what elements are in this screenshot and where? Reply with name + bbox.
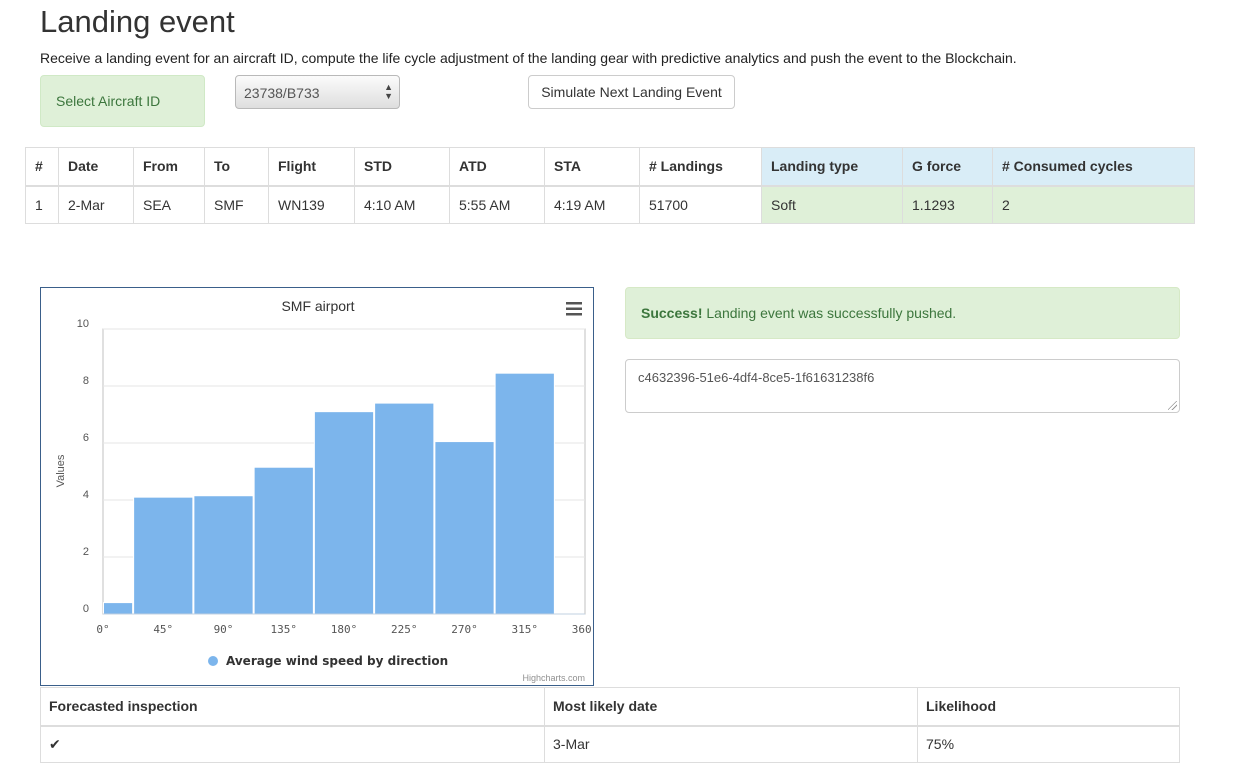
select-arrows-icon: ▲ ▼ <box>384 82 393 101</box>
y-tick-label: 0 <box>83 603 89 615</box>
histogram-bar <box>253 466 314 615</box>
col-header-from: From <box>133 147 205 187</box>
chart-title: SMF airport <box>281 298 354 314</box>
cell-atd: 5:55 AM <box>449 185 545 224</box>
histogram-bar <box>313 411 375 615</box>
chart-credits[interactable]: Highcharts.com <box>522 673 585 683</box>
histogram-bar <box>374 402 435 615</box>
page-description: Receive a landing event for an aircraft … <box>40 50 1017 66</box>
histogram-bar <box>103 602 134 615</box>
histogram-bar <box>434 441 495 615</box>
table-row: ✔ 3-Mar 75% <box>40 725 1180 763</box>
x-tick-label: 45° <box>153 623 173 636</box>
hamburger-icon <box>566 302 582 316</box>
success-alert-strong: Success! <box>641 305 703 321</box>
cell-from: SEA <box>133 185 205 224</box>
histogram-bar <box>494 372 555 615</box>
y-tick-label: 10 <box>77 318 89 330</box>
y-axis-label: Values <box>55 454 67 487</box>
cell-consumed-cycles: 2 <box>992 185 1195 224</box>
cell-inspection-check: ✔ <box>40 725 545 763</box>
cell-to: SMF <box>204 185 269 224</box>
aircraft-id-select[interactable]: 23738/B733 ▲ ▼ <box>235 75 400 109</box>
x-tick-label: 0° <box>96 623 109 636</box>
x-tick-label: 270° <box>451 623 478 636</box>
success-alert-message: Landing event was successfully pushed. <box>702 305 957 321</box>
col-header-most-likely-date: Most likely date <box>544 687 918 727</box>
simulate-next-landing-button[interactable]: Simulate Next Landing Event <box>528 75 735 109</box>
col-header-date: Date <box>58 147 134 187</box>
y-tick-label: 8 <box>83 375 89 387</box>
legend-marker <box>208 656 218 666</box>
col-header-likelihood: Likelihood <box>917 687 1180 727</box>
y-tick-label: 2 <box>83 546 89 558</box>
inspection-forecast-table: Forecasted inspection Most likely date L… <box>40 687 1180 763</box>
chart-menu-button[interactable] <box>561 298 585 320</box>
landing-table-header-row: # Date From To Flight STD ATD STA # Land… <box>25 147 1195 187</box>
select-aircraft-label: Select Aircraft ID <box>40 75 205 127</box>
wind-chart-svg: SMF airport Values 0 2 4 6 8 10 0° 45° 90° 135° 18… <box>55 298 593 683</box>
success-alert: Success! Landing event was successfully … <box>625 287 1180 339</box>
x-tick-label: 180° <box>331 623 358 636</box>
x-tick-label: 225° <box>391 623 418 636</box>
x-tick-label: 360° <box>572 623 593 636</box>
col-header-std: STD <box>354 147 450 187</box>
col-header-to: To <box>204 147 269 187</box>
col-header-forecasted-inspection: Forecasted inspection <box>40 687 545 727</box>
x-tick-label: 135° <box>271 623 298 636</box>
col-header-flight: Flight <box>268 147 355 187</box>
cell-g-force: 1.1293 <box>902 185 993 224</box>
col-header-landing-type: Landing type <box>761 147 903 187</box>
col-header-atd: ATD <box>449 147 545 187</box>
cell-date: 2-Mar <box>58 185 134 224</box>
inspection-table-header-row: Forecasted inspection Most likely date L… <box>40 687 1180 727</box>
cell-sta: 4:19 AM <box>544 185 640 224</box>
cell-index: 1 <box>25 185 59 224</box>
transaction-id-value: c4632396-51e6-4df4-8ce5-1f61631238f6 <box>638 370 875 385</box>
cell-landing-type: Soft <box>761 185 903 224</box>
resize-grip-icon[interactable] <box>1168 401 1177 410</box>
col-header-landings: # Landings <box>639 147 762 187</box>
histogram-bar <box>133 496 194 615</box>
cell-flight: WN139 <box>268 185 355 224</box>
cell-std: 4:10 AM <box>354 185 450 224</box>
y-tick-label: 6 <box>83 432 89 444</box>
x-tick-label: 90° <box>214 623 234 636</box>
col-header-consumed-cycles: # Consumed cycles <box>992 147 1195 187</box>
wind-chart: SMF airport Values 0 2 4 6 8 10 0° 45° 90° 135° 18… <box>40 287 594 686</box>
histogram-bar <box>193 495 254 615</box>
cell-most-likely-date: 3-Mar <box>544 725 918 763</box>
col-header-index: # <box>25 147 59 187</box>
transaction-id-textarea[interactable]: c4632396-51e6-4df4-8ce5-1f61631238f6 <box>625 359 1180 413</box>
aircraft-id-selected-value: 23738/B733 <box>244 85 320 101</box>
chart-legend[interactable]: Average wind speed by direction <box>208 654 448 668</box>
col-header-g-force: G force <box>902 147 993 187</box>
page-title: Landing event <box>40 4 235 39</box>
y-tick-label: 4 <box>83 489 89 501</box>
legend-label: Average wind speed by direction <box>226 654 448 668</box>
col-header-sta: STA <box>544 147 640 187</box>
table-row: 1 2-Mar SEA SMF WN139 4:10 AM 5:55 AM 4:… <box>25 185 1195 224</box>
cell-landings: 51700 <box>639 185 762 224</box>
cell-likelihood: 75% <box>917 725 1180 763</box>
landing-event-table: # Date From To Flight STD ATD STA # Land… <box>25 147 1195 224</box>
x-tick-label: 315° <box>512 623 539 636</box>
